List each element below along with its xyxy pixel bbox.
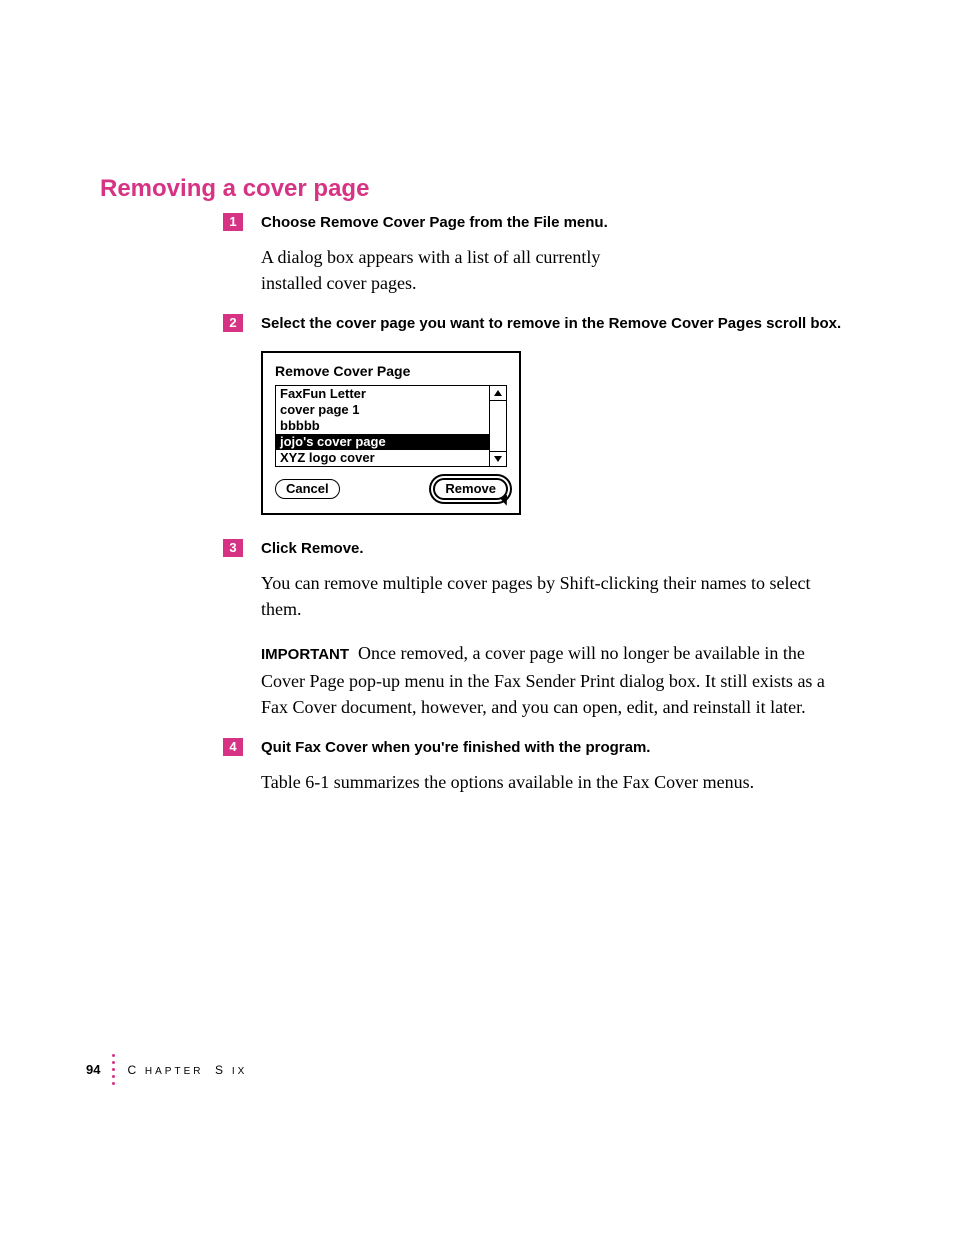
step-number-badge: 4 <box>223 738 243 756</box>
step-number-badge: 2 <box>223 314 243 332</box>
step-title: Select the cover page you want to remove… <box>261 314 870 333</box>
content-area: 1 Choose Remove Cover Page from the File… <box>100 205 870 813</box>
step-body: You can remove multiple cover pages by S… <box>261 570 850 622</box>
chapter-label: C HAPTER S IX <box>127 1063 247 1077</box>
step-number-badge: 1 <box>223 213 243 231</box>
scroll-up-arrow-icon[interactable] <box>490 386 506 401</box>
page-footer: 94 C HAPTER S IX <box>86 1042 247 1077</box>
page-number: 94 <box>86 1062 100 1077</box>
step-4: 4 Quit Fax Cover when you're finished wi… <box>100 738 870 757</box>
step-number-badge: 3 <box>223 539 243 557</box>
scrollbar[interactable] <box>489 386 506 466</box>
important-label: IMPORTANT <box>261 646 349 663</box>
step-2: 2 Select the cover page you want to remo… <box>100 314 870 333</box>
list-item[interactable]: FaxFun Letter <box>276 386 489 402</box>
step-1: 1 Choose Remove Cover Page from the File… <box>100 213 870 232</box>
footer-dots-icon <box>112 1052 115 1087</box>
remove-button[interactable]: Remove <box>434 479 507 499</box>
step-title: Choose Remove Cover Page from the File m… <box>261 213 870 232</box>
remove-cover-page-dialog: Remove Cover Page FaxFun Letter cover pa… <box>261 351 521 515</box>
step-title: Quit Fax Cover when you're finished with… <box>261 738 870 757</box>
important-note: IMPORTANT Once removed, a cover page wil… <box>261 640 850 720</box>
step-body: Table 6-1 summarizes the options availab… <box>261 769 850 795</box>
section-heading: Removing a cover page <box>100 175 369 203</box>
step-3: 3 Click Remove. <box>100 539 870 558</box>
step-title: Click Remove. <box>261 539 870 558</box>
list-item-selected[interactable]: jojo's cover page <box>276 434 489 450</box>
cover-page-listbox[interactable]: FaxFun Letter cover page 1 bbbbb jojo's … <box>275 385 507 467</box>
dialog-title: Remove Cover Page <box>275 363 507 379</box>
listbox-items[interactable]: FaxFun Letter cover page 1 bbbbb jojo's … <box>276 386 489 466</box>
dialog-screenshot: Remove Cover Page FaxFun Letter cover pa… <box>261 351 870 515</box>
list-item[interactable]: XYZ logo cover <box>276 450 489 466</box>
cancel-button[interactable]: Cancel <box>275 479 340 499</box>
dialog-button-row: Cancel Remove <box>275 479 507 499</box>
list-item[interactable]: bbbbb <box>276 418 489 434</box>
page: Removing a cover page 1 Choose Remove Co… <box>0 0 954 1235</box>
step-body: A dialog box appears with a list of all … <box>261 244 610 296</box>
scroll-down-arrow-icon[interactable] <box>490 451 506 466</box>
list-item[interactable]: cover page 1 <box>276 402 489 418</box>
